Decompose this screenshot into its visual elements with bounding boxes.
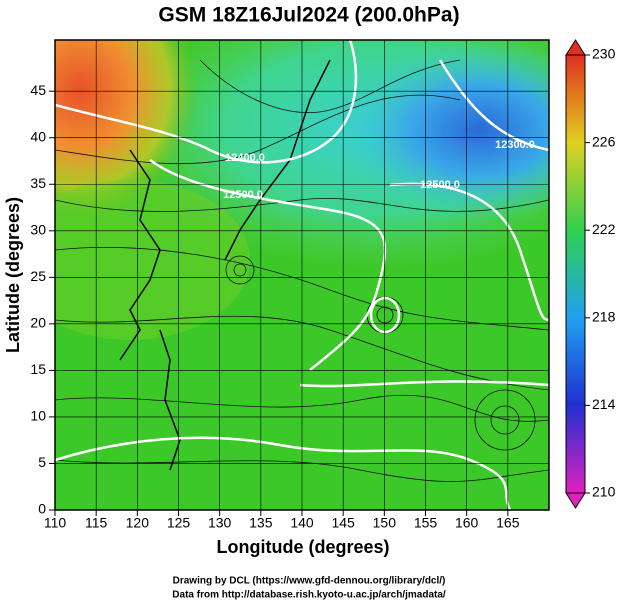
x-tick-label: 125 bbox=[167, 515, 191, 531]
y-tick-label: 20 bbox=[30, 315, 46, 331]
x-tick-label: 120 bbox=[126, 515, 150, 531]
y-axis-label: Latitude (degrees) bbox=[3, 197, 23, 353]
x-tick-label: 165 bbox=[496, 515, 520, 531]
colorbar: 210 214 218 222 226 230 bbox=[565, 39, 616, 509]
y-tick-label: 15 bbox=[30, 361, 46, 377]
x-tick-label: 130 bbox=[208, 515, 232, 531]
warm-region bbox=[55, 180, 250, 340]
colorbar-tick-label: 218 bbox=[592, 309, 616, 325]
x-tick-label: 135 bbox=[249, 515, 273, 531]
colorbar-end bbox=[565, 492, 586, 509]
y-tick-label: 35 bbox=[30, 175, 46, 191]
y-tick-label: 0 bbox=[38, 501, 46, 517]
y-tick-label: 10 bbox=[30, 408, 46, 424]
contour-label: 12400.0 bbox=[225, 152, 265, 164]
colorbar-tick-label: 210 bbox=[592, 484, 616, 500]
contour-labels: 12400.0 12500.0 12300.0 12500.0 bbox=[223, 139, 535, 201]
y-tick-label: 40 bbox=[30, 128, 46, 144]
x-tick-label: 140 bbox=[290, 515, 314, 531]
x-tick-label: 110 bbox=[44, 515, 67, 531]
colorbar-tick-label: 226 bbox=[592, 133, 616, 149]
colorbar-tick-label: 230 bbox=[592, 46, 616, 62]
x-tick-label: 145 bbox=[331, 515, 355, 531]
x-tick-label: 115 bbox=[85, 515, 108, 531]
title: GSM 18Z16Jul2024 (200.0hPa) bbox=[158, 4, 459, 27]
field: 12400.0 12500.0 12300.0 12500.0 bbox=[55, 40, 549, 510]
x-tick-label: 160 bbox=[455, 515, 479, 531]
warm-region bbox=[55, 40, 200, 220]
colorbar-end bbox=[565, 39, 586, 56]
colorbar-tick-label: 214 bbox=[592, 396, 616, 412]
axes: 110 115 120 125 130 135 140 145 150 155 160 165 0 5 10… bbox=[30, 82, 519, 531]
credit: Data from http://database.rish.kyoto-u.a… bbox=[172, 590, 446, 601]
contours bbox=[55, 40, 549, 510]
colorbar-tick-label: 222 bbox=[592, 221, 616, 237]
y-tick-label: 25 bbox=[30, 268, 46, 284]
x-tick-label: 150 bbox=[373, 515, 397, 531]
grid bbox=[55, 40, 549, 510]
credit: Drawing by DCL (https://www.gfd-dennou.o… bbox=[173, 576, 446, 587]
contour-label: 12300.0 bbox=[495, 139, 535, 151]
contour-label: 12500.0 bbox=[223, 189, 263, 201]
x-axis-label: Longitude (degrees) bbox=[216, 537, 389, 557]
cold-region bbox=[340, 40, 549, 220]
y-tick-label: 30 bbox=[30, 221, 46, 237]
y-tick-label: 5 bbox=[38, 454, 46, 470]
x-tick-label: 155 bbox=[414, 515, 438, 531]
contour-label: 12500.0 bbox=[420, 179, 460, 191]
colorbar-body bbox=[565, 54, 586, 494]
y-tick-label: 45 bbox=[30, 82, 46, 98]
